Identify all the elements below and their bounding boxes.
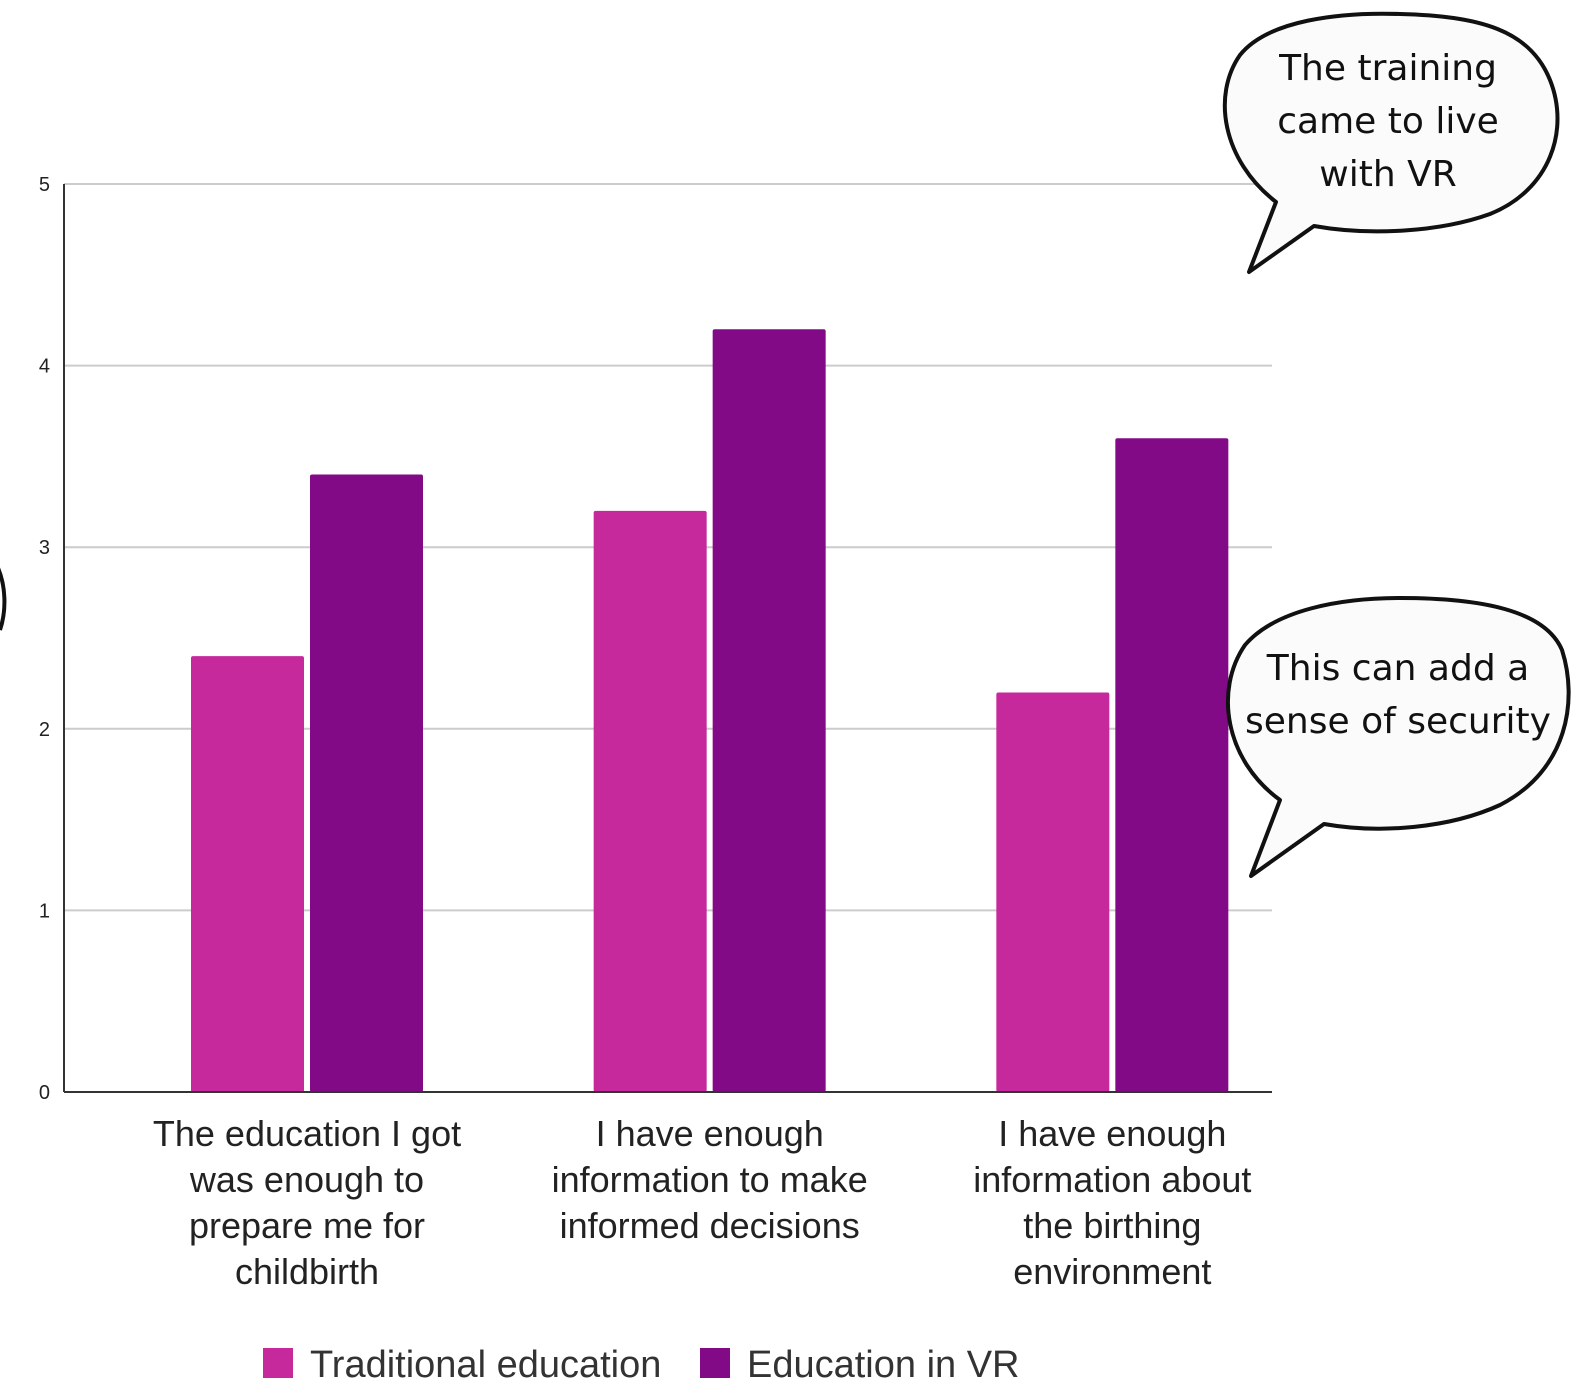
bar-traditional-3 (996, 692, 1110, 1092)
bar-vr-3 (1115, 438, 1229, 1092)
y-tick-label-2: 2 (39, 719, 50, 741)
speech-bubble-2-shape (1225, 596, 1571, 878)
y-tick-label-3: 3 (39, 537, 50, 559)
category-label-2-line-1: I have enough (596, 1113, 824, 1154)
category-label-3-line-3: the birthing (1023, 1205, 1201, 1246)
bars (191, 329, 1229, 1092)
bar-traditional-1 (191, 656, 304, 1092)
legend-swatch-2 (700, 1348, 730, 1378)
y-tick-label-4: 4 (39, 356, 50, 378)
legend-label-2: Education in VR (747, 1344, 1020, 1386)
legend: Traditional education Education in VR (263, 1344, 1020, 1386)
partial-circle-decoration (0, 567, 7, 631)
category-label-3-line-1: I have enough (998, 1113, 1226, 1154)
category-label-2-line-3: informed decisions (560, 1205, 860, 1246)
y-tick-label-1: 1 (39, 900, 50, 922)
category-label-3-line-2: information about (973, 1159, 1251, 1200)
bar-vr-1 (310, 474, 423, 1092)
speech-bubble-1-shape (1222, 11, 1560, 274)
category-label-1-line-4: childbirth (235, 1251, 379, 1292)
speech-bubble-1-line-2: came to live (1277, 101, 1499, 142)
legend-swatch-1 (263, 1348, 293, 1378)
y-axis-ticks: 0 1 2 3 4 5 (39, 174, 50, 1104)
legend-label-1: Traditional education (310, 1344, 661, 1386)
bar-vr-2 (712, 329, 826, 1092)
speech-bubble-2-line-2: sense of security (1245, 701, 1551, 742)
speech-bubble-1-line-1: The training (1278, 48, 1497, 89)
category-label-1-line-3: prepare me for (189, 1205, 425, 1246)
category-labels: The education I got was enough to prepare … (153, 1113, 1252, 1292)
bar-traditional-2 (593, 510, 707, 1092)
speech-bubble-1: The training came to live with VR (1222, 11, 1560, 274)
category-label-3-line-4: environment (1013, 1251, 1211, 1292)
y-tick-label-0: 0 (39, 1082, 50, 1104)
speech-bubble-2-text: This can add a sense of security (1245, 648, 1551, 742)
category-label-1-line-1: The education I got (153, 1113, 461, 1154)
speech-bubble-1-line-3: with VR (1319, 154, 1456, 195)
speech-bubble-1-text: The training came to live with VR (1277, 48, 1499, 195)
category-label-2-line-2: information to make (552, 1159, 868, 1200)
speech-bubble-2: This can add a sense of security (1225, 596, 1571, 878)
y-tick-label-5: 5 (39, 174, 50, 196)
speech-bubble-2-line-1: This can add a (1266, 648, 1529, 689)
category-label-1-line-2: was enough to (189, 1159, 424, 1200)
